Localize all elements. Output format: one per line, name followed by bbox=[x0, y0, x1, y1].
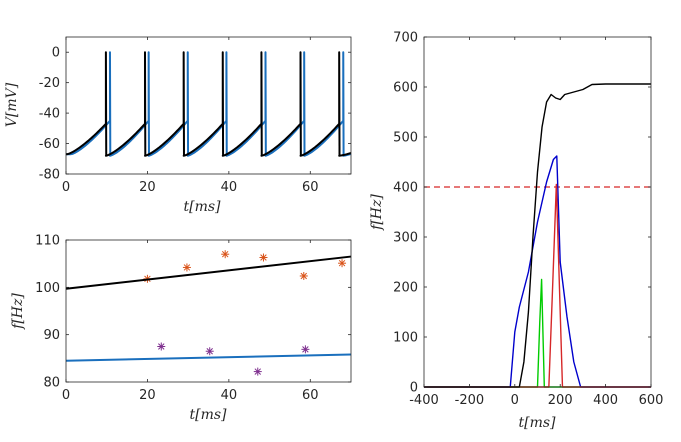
point-orange-points bbox=[221, 250, 230, 259]
rate-ticks: -400 -200 0 200 400 600 0 100 200 300 400 500 600 700 bbox=[393, 31, 663, 409]
fit-line-blue-fit bbox=[65, 353, 352, 362]
star-stroke bbox=[260, 254, 267, 261]
rate-xtick-label: 400 bbox=[593, 393, 618, 408]
scatter-xlabel: t[ms] bbox=[189, 407, 227, 423]
voltage-ticks: 0 20 40 60 0 -20 -40 -60 -80 bbox=[39, 37, 351, 195]
voltage-ytick-label: -20 bbox=[39, 76, 60, 91]
rate-ylabel: f[Hz] bbox=[369, 194, 385, 231]
voltage-series bbox=[66, 51, 351, 157]
point-orange-points bbox=[338, 259, 347, 268]
voltage-xtick-label: 60 bbox=[302, 180, 319, 195]
scatter-series bbox=[65, 250, 352, 376]
voltage-trace-black bbox=[66, 51, 351, 157]
scatter-xtick-label: 20 bbox=[139, 388, 156, 403]
point-purple-points bbox=[253, 367, 262, 376]
scatter-axes-frame bbox=[65, 239, 352, 383]
star-stroke bbox=[338, 259, 346, 267]
star-stroke bbox=[254, 368, 261, 375]
voltage-trace-blue bbox=[66, 51, 351, 157]
rate-plot-area bbox=[424, 37, 651, 387]
rate-ytick-label: 100 bbox=[393, 331, 418, 346]
star-stroke bbox=[158, 343, 165, 350]
scatter-xtick-label: 0 bbox=[62, 388, 70, 403]
star-stroke bbox=[183, 264, 191, 271]
scatter-ytick-label: 100 bbox=[35, 281, 60, 296]
star-stroke bbox=[206, 347, 213, 355]
frequency-scatter-panel: 0 20 40 60 80 90 100 110 t[ms] f[Hz] bbox=[10, 234, 352, 423]
point-orange-points bbox=[182, 263, 191, 272]
scatter-ticks: 0 20 40 60 80 90 100 110 bbox=[35, 234, 351, 403]
star-stroke bbox=[221, 250, 229, 258]
rate-xtick-label: 600 bbox=[639, 393, 664, 408]
rate-ytick-label: 700 bbox=[393, 31, 418, 46]
fit-line-black-fit bbox=[65, 255, 352, 290]
voltage-ytick-label: -80 bbox=[39, 168, 60, 183]
point-orange-points bbox=[259, 253, 268, 262]
rate-ytick-label: 0 bbox=[410, 381, 418, 396]
rate-ytick-label: 500 bbox=[393, 131, 418, 146]
rate-ytick-label: 300 bbox=[393, 231, 418, 246]
scatter-xtick-label: 60 bbox=[302, 388, 319, 403]
voltage-xtick-label: 40 bbox=[221, 180, 238, 195]
rate-ytick-label: 400 bbox=[393, 181, 418, 196]
rate-xtick-label: -400 bbox=[409, 393, 439, 408]
scatter-ytick-label: 80 bbox=[43, 376, 60, 391]
rate-axes-frame bbox=[423, 36, 652, 388]
rate-ytick-label: 600 bbox=[393, 81, 418, 96]
voltage-panel: 0 20 40 60 0 -20 -40 -60 -80 t[ms] V[mV] bbox=[4, 36, 352, 215]
rate-xtick-label: -200 bbox=[455, 393, 485, 408]
point-purple-points bbox=[205, 347, 214, 356]
scatter-ylabel: f[Hz] bbox=[10, 293, 26, 330]
rate-curve-black bbox=[424, 83, 651, 388]
point-orange-points bbox=[299, 271, 308, 280]
rate-xlabel: t[ms] bbox=[518, 415, 556, 431]
point-purple-points bbox=[301, 345, 310, 354]
voltage-ytick-label: -40 bbox=[39, 107, 60, 122]
point-purple-points bbox=[157, 342, 166, 351]
rate-xtick-label: 0 bbox=[511, 393, 519, 408]
voltage-xtick-label: 20 bbox=[139, 180, 156, 195]
rate-ytick-label: 200 bbox=[393, 281, 418, 296]
voltage-ytick-label: -60 bbox=[39, 137, 60, 152]
rate-xtick-label: 200 bbox=[548, 393, 573, 408]
scatter-ytick-label: 90 bbox=[43, 328, 60, 343]
voltage-axes-frame bbox=[65, 36, 352, 175]
rate-curve-blue bbox=[424, 155, 651, 388]
voltage-ytick-label: 0 bbox=[52, 46, 60, 61]
voltage-xtick-label: 0 bbox=[62, 180, 70, 195]
scatter-xtick-label: 40 bbox=[221, 388, 238, 403]
voltage-ylabel: V[mV] bbox=[4, 82, 20, 127]
voltage-xlabel: t[ms] bbox=[183, 199, 221, 215]
population-rate-panel: -400 -200 0 200 400 600 0 100 200 300 400 500 600 700… bbox=[369, 31, 663, 432]
star-stroke bbox=[302, 346, 309, 353]
star-stroke bbox=[300, 272, 308, 280]
scatter-ytick-label: 110 bbox=[35, 234, 60, 249]
